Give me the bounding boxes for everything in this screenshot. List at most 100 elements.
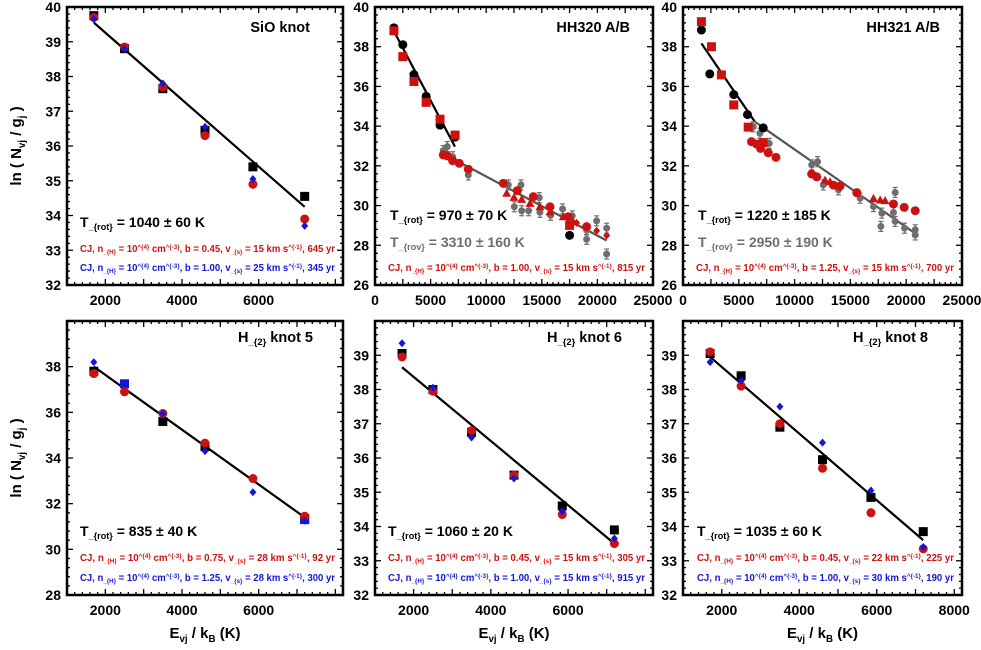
- errorbar-point: [593, 215, 601, 227]
- square-point: [736, 371, 746, 381]
- temperature-annotation: T_{rot} = 1040 ± 60 K: [80, 214, 205, 232]
- errorbar-point: [891, 215, 899, 228]
- x-tick-label: 6000: [552, 602, 583, 618]
- diamond-point: [819, 438, 826, 447]
- circle-point: [559, 205, 567, 213]
- diamond-point: [737, 376, 745, 385]
- y-tick-label: 32: [45, 496, 61, 512]
- errorbar-point: [901, 222, 909, 234]
- y-tick-label: 38: [45, 359, 61, 375]
- temperature-annotation: T_{rov} = 2950 ± 190 K: [698, 234, 833, 252]
- circle-point: [814, 158, 822, 166]
- circle-point: [775, 419, 785, 429]
- circle-point: [705, 347, 715, 357]
- x-tick-label: 0: [679, 292, 687, 308]
- x-tick-label: 25000: [943, 292, 981, 308]
- square-point: [565, 220, 575, 230]
- y-tick-label: 34: [353, 118, 369, 134]
- circle-point: [518, 207, 526, 215]
- circle-point: [545, 202, 555, 212]
- fit-line: [401, 366, 616, 545]
- diamond-point: [919, 543, 927, 552]
- diamond-point: [249, 488, 257, 497]
- circle-point: [467, 426, 477, 436]
- square-point: [450, 130, 460, 140]
- temperature-annotation: T_{rot} = 1035 ± 60 K: [697, 523, 822, 541]
- circle-point: [409, 70, 419, 80]
- circle-point: [248, 179, 258, 189]
- fit-line: [93, 21, 306, 208]
- square-point: [609, 525, 619, 535]
- x-tick-label: 10000: [775, 292, 814, 308]
- y-tick-label: 33: [661, 553, 677, 569]
- y-tick-label: 40: [45, 0, 61, 15]
- circle-point: [812, 172, 822, 182]
- diamond-point: [706, 358, 714, 367]
- diamond-point: [121, 44, 128, 53]
- y-tick-label: 38: [353, 39, 369, 55]
- y-axis-label: ln ( Nvj / gj ): [8, 418, 28, 497]
- diamond-point: [301, 221, 309, 230]
- diamond-point: [398, 339, 406, 348]
- diamond-point: [593, 226, 601, 235]
- diamond-point: [90, 15, 98, 24]
- y-tick-label: 30: [353, 198, 369, 214]
- x-tick-label: 25000: [634, 292, 673, 308]
- x-tick-label: 6000: [243, 292, 274, 308]
- circle-point: [899, 202, 909, 212]
- triangle-point: [558, 212, 568, 221]
- diamond-point: [510, 474, 518, 483]
- y-tick-label: 26: [353, 277, 369, 293]
- panel-title: HH321 A/B: [866, 20, 940, 36]
- square-point: [421, 97, 431, 107]
- y-tick-label: 34: [661, 519, 677, 535]
- temperature-annotation: T_{rot} = 970 ± 70 K: [390, 207, 507, 225]
- errorbar-point: [911, 229, 919, 241]
- fit-line: [394, 32, 456, 148]
- panel-5: 2000 4000 6000 32 33 34 35 36 37 38 39 H_{2} knot 6…: [353, 319, 655, 645]
- y-tick-label: 40: [661, 0, 677, 15]
- x-tick-label: 10000: [467, 292, 506, 308]
- diamond-point: [249, 175, 257, 184]
- y-tick-label: 37: [661, 416, 677, 432]
- circle-point: [911, 231, 919, 239]
- circle-point: [463, 164, 473, 174]
- diamond-point: [603, 231, 611, 240]
- diamond-point: [429, 383, 437, 392]
- panel-1: 2000 4000 6000 32 33 34 35 36 37 38 39 40 SiO knot T_…: [8, 0, 345, 308]
- circle-point: [852, 188, 862, 198]
- y-tick-label: 35: [353, 484, 369, 500]
- y-tick-label: 36: [353, 78, 369, 94]
- square-point: [918, 527, 928, 537]
- square-point: [300, 191, 310, 201]
- circle-point: [756, 143, 766, 153]
- diamond-point: [90, 358, 98, 367]
- model-annotation: CJ, n_{H} = 10^{4} cm^{-3}, b = 0.45, v_…: [697, 552, 954, 566]
- circle-point: [398, 40, 408, 50]
- errorbar-point: [878, 207, 886, 219]
- y-tick-label: 32: [661, 587, 677, 603]
- circle-point: [889, 209, 897, 217]
- x-tick-label: 4000: [475, 602, 506, 618]
- panel-title: SiO knot: [250, 20, 310, 36]
- circle-point: [603, 250, 611, 258]
- x-tick-label: 2000: [90, 602, 121, 618]
- triangle-point: [509, 192, 519, 201]
- model-annotation: CJ, n_{H} = 10^{4} cm^{-3}, b = 1.00, v_…: [697, 572, 954, 586]
- x-tick-label: 5000: [415, 292, 446, 308]
- triangle-point: [869, 193, 879, 202]
- circle-point: [609, 539, 619, 549]
- errorbar-point: [870, 200, 878, 213]
- square-point: [435, 114, 445, 124]
- x-tick-label: 0: [371, 292, 379, 308]
- model-annotation: CJ, n_{H} = 10^{4} cm^{-3}, b = 1.25, v_…: [80, 572, 335, 586]
- circle-point: [536, 208, 544, 216]
- circle-point: [528, 192, 538, 202]
- circle-point: [866, 508, 876, 518]
- square-point: [716, 70, 726, 80]
- circle-point: [891, 217, 899, 225]
- x-tick-label: 20000: [887, 292, 926, 308]
- fit-line: [709, 356, 924, 542]
- panel-2: 0 5000 10000 15000 20000 25000 26 28 30 32 34 36 38 4…: [353, 0, 672, 308]
- fit-line: [754, 120, 916, 235]
